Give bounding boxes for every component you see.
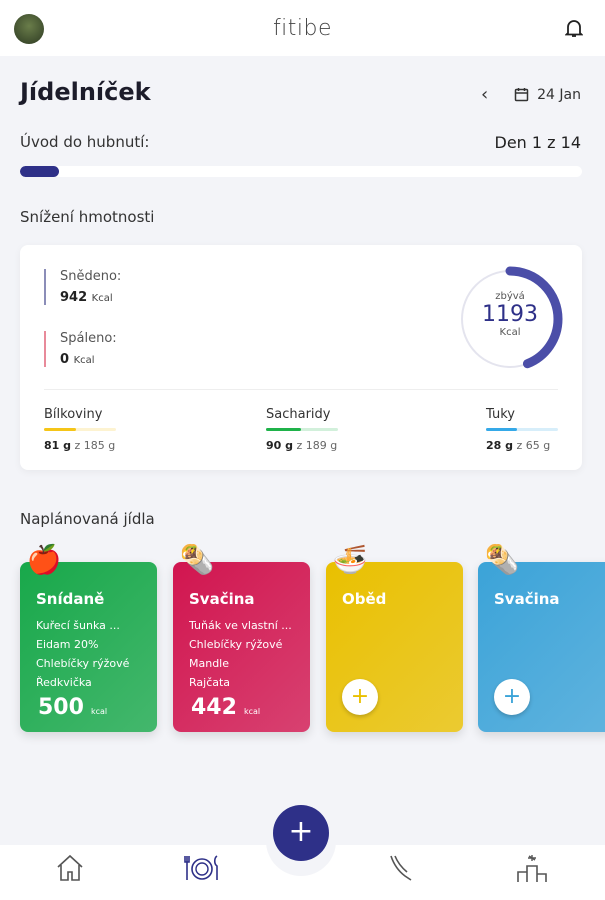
meal-item: Kuřecí šunka ...	[36, 619, 120, 632]
macro-target: z 65 g	[516, 439, 551, 452]
page-title: Jídelníček	[20, 78, 151, 106]
date-label[interactable]: 24 Jan	[537, 86, 581, 103]
calorie-summary-card[interactable]: Snědeno: 942 Kcal Spáleno: 0 Kcal zbývá …	[20, 245, 582, 470]
meal-kcal-unit: kcal	[243, 707, 261, 716]
remaining-ring	[457, 266, 563, 372]
program-progress-fill	[20, 166, 60, 177]
remaining-label: zbývá	[495, 291, 525, 302]
macro-name: Bílkoviny	[44, 407, 103, 422]
burned-unit: Kcal	[73, 355, 95, 366]
macro-name: Sacharidy	[266, 407, 331, 422]
activity-shoe-icon[interactable]	[385, 852, 417, 884]
burned-stat: Spáleno: 0 Kcal	[44, 331, 117, 367]
eaten-stat: Snědeno: 942 Kcal	[44, 269, 121, 305]
eaten-label: Snědeno:	[60, 269, 122, 284]
chevron-left-icon[interactable]: ‹	[480, 84, 489, 105]
macro-0: Bílkoviny 81 g z 185 g	[44, 407, 116, 452]
macro-value: 28 g	[486, 439, 514, 452]
macro-bar	[266, 428, 338, 431]
podium-icon[interactable]	[516, 852, 548, 884]
add-fab-button[interactable]: +	[273, 805, 329, 861]
macro-value: 81 g	[44, 439, 72, 452]
meal-item: Tuňák ve vlastní ...	[189, 619, 292, 632]
meal-item: Eidam 20%	[36, 638, 99, 651]
meal-kcal: 500	[38, 695, 84, 720]
macro-2: Tuky 28 g z 65 g	[486, 407, 558, 452]
meal-card[interactable]: 🌯 Svačina Tuňák ve vlastní ... Chlebíčky r…	[173, 543, 310, 732]
program-day: Den 1 z 14	[494, 133, 582, 152]
meal-item: Chlebíčky rýžové	[36, 657, 130, 670]
add-food-button[interactable]: +	[494, 679, 530, 715]
burned-label: Spáleno:	[60, 331, 117, 346]
meal-kcal-unit: kcal	[90, 707, 108, 716]
top-bar: fitibe	[0, 0, 605, 56]
macro-name: Tuky	[486, 407, 515, 422]
meal-item: Rajčata	[189, 676, 231, 689]
meal-food-icon: 🍎	[26, 543, 62, 576]
meal-food-icon: 🌯	[484, 543, 520, 576]
meal-card[interactable]: 🌯 Svačina +	[478, 543, 605, 732]
bell-icon[interactable]	[565, 18, 583, 38]
program-label: Úvod do hubnutí:	[20, 133, 150, 151]
burned-value: 0	[60, 352, 70, 367]
meal-food-icon: 🌯	[179, 543, 215, 576]
macro-value: 90 g	[266, 439, 294, 452]
home-icon[interactable]	[54, 852, 86, 884]
remaining-text: zbývá 1193 Kcal	[456, 265, 564, 373]
meal-title: Svačina	[189, 590, 255, 608]
divider	[44, 389, 558, 390]
date-nav: ‹ 24 Jan	[481, 84, 581, 105]
meal-item: Mandle	[189, 657, 230, 670]
macro-bar-fill	[44, 428, 76, 431]
plate-icon[interactable]	[184, 852, 220, 884]
eaten-value: 942	[60, 290, 88, 305]
eaten-unit: Kcal	[91, 293, 113, 304]
meal-food-icon: 🍜	[332, 543, 368, 576]
meals-section-label: Naplánovaná jídla	[20, 510, 155, 528]
remaining-unit: Kcal	[499, 327, 521, 338]
meal-card[interactable]: 🍜 Oběd +	[326, 543, 463, 732]
macro-bar	[44, 428, 116, 431]
program-progress-bar	[20, 166, 582, 177]
macro-bar-fill	[266, 428, 301, 431]
calendar-icon[interactable]	[514, 87, 529, 102]
macro-target: z 189 g	[296, 439, 338, 452]
user-avatar[interactable]	[14, 14, 44, 44]
macro-bar	[486, 428, 558, 431]
meal-title: Oběd	[342, 590, 387, 608]
meal-title: Snídaně	[36, 590, 105, 608]
add-food-button[interactable]: +	[342, 679, 378, 715]
remaining-value: 1193	[482, 302, 538, 327]
meal-kcal: 442	[191, 695, 237, 720]
meal-item: Chlebíčky rýžové	[189, 638, 283, 651]
app-logo: fitibe	[272, 15, 333, 41]
meal-card[interactable]: 🍎 Snídaně Kuřecí šunka ... Eidam 20% Chlebí…	[20, 543, 157, 732]
macro-target: z 185 g	[74, 439, 116, 452]
meal-item: Ředkvička	[36, 676, 92, 689]
goal-label: Snížení hmotnosti	[20, 208, 155, 226]
meal-title: Svačina	[494, 590, 560, 608]
macro-bar-fill	[486, 428, 517, 431]
macro-1: Sacharidy 90 g z 189 g	[266, 407, 338, 452]
